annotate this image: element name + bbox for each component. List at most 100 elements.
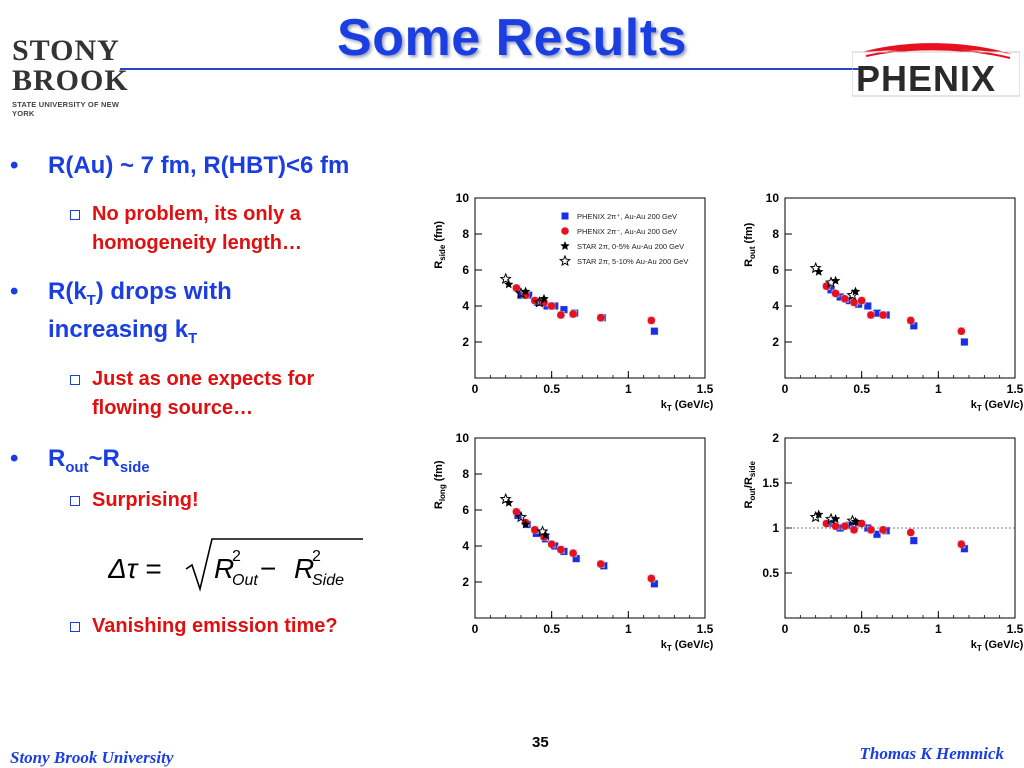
x-tick-label: 1.5 [697, 622, 714, 636]
series-open-star [499, 272, 546, 308]
y-axis-label: Rlong (fm) [433, 460, 447, 509]
formula-r-out: R [214, 553, 234, 584]
formula-lhs: Δτ = [108, 553, 161, 584]
x-axis-label: kT (GeV/c) [971, 399, 1024, 413]
bullet-dot: • [10, 445, 19, 472]
sub-bullet-1-line2: homogeneity length… [92, 232, 302, 254]
data-point-blue-square [864, 302, 872, 310]
logo-line-stony: STONY [12, 34, 120, 67]
plot-rlong: 0 0.5 1 1.5 2 4 6 8 10 kT (GeV/c) Rlong (fm) [433, 431, 714, 653]
plot-rout: 0 0.5 1 1.5 2 4 6 8 10 kT (GeV/c) Rout (fm) [743, 191, 1024, 413]
bullet-dot: • [10, 278, 19, 305]
data-point-red-circle [841, 522, 849, 530]
x-tick-label: 0.5 [853, 622, 870, 636]
x-tick-label: 1.5 [1007, 622, 1024, 636]
x-tick-label: 1 [625, 622, 632, 636]
sub-bullet-4: Vanishing emission time? [70, 612, 450, 642]
y-tick-label: 1.5 [762, 476, 779, 490]
y-tick-label: 2 [772, 431, 779, 445]
formula-sq-1: 2 [232, 548, 241, 565]
x-tick-label: 0.5 [853, 382, 870, 396]
data-point-red-circle [569, 549, 577, 557]
data-point-filled-star [539, 293, 549, 303]
y-tick-label: 2 [772, 335, 779, 349]
y-tick-label: 8 [462, 227, 469, 241]
data-point-red-circle [569, 310, 577, 318]
formula-r-side: R [294, 553, 314, 584]
bullet-1-text: R(Au) ~ 7 fm, R(HBT)<6 fm [48, 152, 350, 179]
y-tick-label: 6 [462, 263, 469, 277]
data-point-blue-square [827, 286, 835, 294]
page-number: 35 [532, 734, 549, 751]
data-point-red-circle [831, 289, 840, 298]
data-point-open-star [558, 254, 572, 267]
y-axis-label: Rout (fm) [743, 222, 757, 267]
sub-bullet-2: Just as one expects for flowing source… [70, 365, 430, 425]
footer-author: Thomas K Hemmick [859, 744, 1005, 763]
data-point-red-circle [906, 528, 915, 537]
bullet-2: • R(kT) drops with increasing kT [10, 278, 450, 358]
data-point-red-circle [547, 302, 556, 310]
data-point-blue-square [650, 327, 658, 335]
data-point-blue-square [845, 297, 853, 305]
data-point-red-circle [850, 526, 858, 534]
x-tick-label: 1 [935, 382, 942, 396]
y-tick-label: 10 [456, 191, 470, 205]
data-point-blue-square [960, 545, 968, 553]
data-point-open-star [824, 276, 838, 288]
data-point-blue-square [836, 293, 844, 301]
bullet-1: • R(Au) ~ 7 fm, R(HBT)<6 fm [10, 152, 450, 184]
data-point-red-circle [879, 526, 887, 534]
data-point-red-circle [561, 227, 569, 235]
data-point-red-circle [857, 519, 866, 528]
y-tick-label: 10 [456, 431, 470, 445]
sub-bullet-3-text: Surprising! [92, 489, 199, 511]
legend-label: STAR 2π, 5-10% Au-Au 200 GeV [577, 257, 688, 266]
data-point-open-star [824, 512, 838, 525]
sub-bullet-2-line1: Just as one expects for [92, 368, 315, 390]
data-point-red-circle [647, 316, 656, 325]
sub-bullet-2-line2: flowing source… [92, 397, 254, 419]
data-point-red-circle [557, 545, 565, 554]
data-point-red-circle [531, 526, 539, 534]
series-red-circle [512, 284, 656, 325]
x-tick-label: 1 [625, 382, 632, 396]
y-tick-label: 4 [462, 539, 469, 553]
sub-bullet-square-icon [70, 375, 80, 385]
slide-title: Some Results [337, 9, 687, 67]
data-point-red-circle [850, 298, 858, 307]
plot-ratio: 0 0.5 1 1.5 0.5 1 1.5 2 kT (GeV/c) Rout/Rside [743, 431, 1024, 653]
x-tick-label: 1 [935, 622, 942, 636]
data-point-blue-square [827, 520, 835, 527]
emission-time-formula: Δτ = R 2 Out − R 2 Side [108, 538, 363, 592]
data-point-red-circle [867, 526, 875, 534]
data-point-red-circle [857, 296, 866, 305]
formula-sub-out: Out [232, 572, 258, 589]
y-tick-label: 2 [462, 575, 469, 589]
title-rule [120, 68, 860, 70]
y-axis-label: Rside (fm) [433, 221, 447, 269]
data-point-blue-square [572, 555, 580, 563]
x-tick-label: 0.5 [543, 622, 560, 636]
data-point-filled-star [520, 519, 531, 529]
plot-frame [784, 437, 1016, 619]
data-point-red-circle [957, 327, 966, 335]
legend-label: PHENIX 2π⁺, Au-Au 200 GeV [577, 212, 677, 221]
y-tick-label: 10 [766, 191, 780, 205]
formula-sub-side: Side [312, 572, 344, 589]
y-axis-label: Rout/Rside [743, 461, 757, 509]
y-tick-label: 8 [462, 467, 469, 481]
data-point-open-star [846, 514, 859, 526]
x-axis-label: kT (GeV/c) [661, 639, 714, 653]
data-point-filled-star [814, 509, 824, 519]
legend-label: STAR 2π, 0-5% Au-Au 200 GeV [577, 242, 684, 251]
sub-bullet-1-line1: No problem, its only a [92, 203, 301, 225]
data-point-blue-square [650, 580, 658, 588]
y-tick-label: 2 [462, 335, 469, 349]
y-tick-label: 1 [772, 521, 779, 535]
series-filled-star [504, 279, 549, 303]
data-point-blue-square [873, 309, 881, 317]
y-tick-label: 0.5 [762, 566, 779, 580]
data-point-red-circle [557, 311, 565, 319]
sqrt-sign-icon [185, 538, 363, 592]
